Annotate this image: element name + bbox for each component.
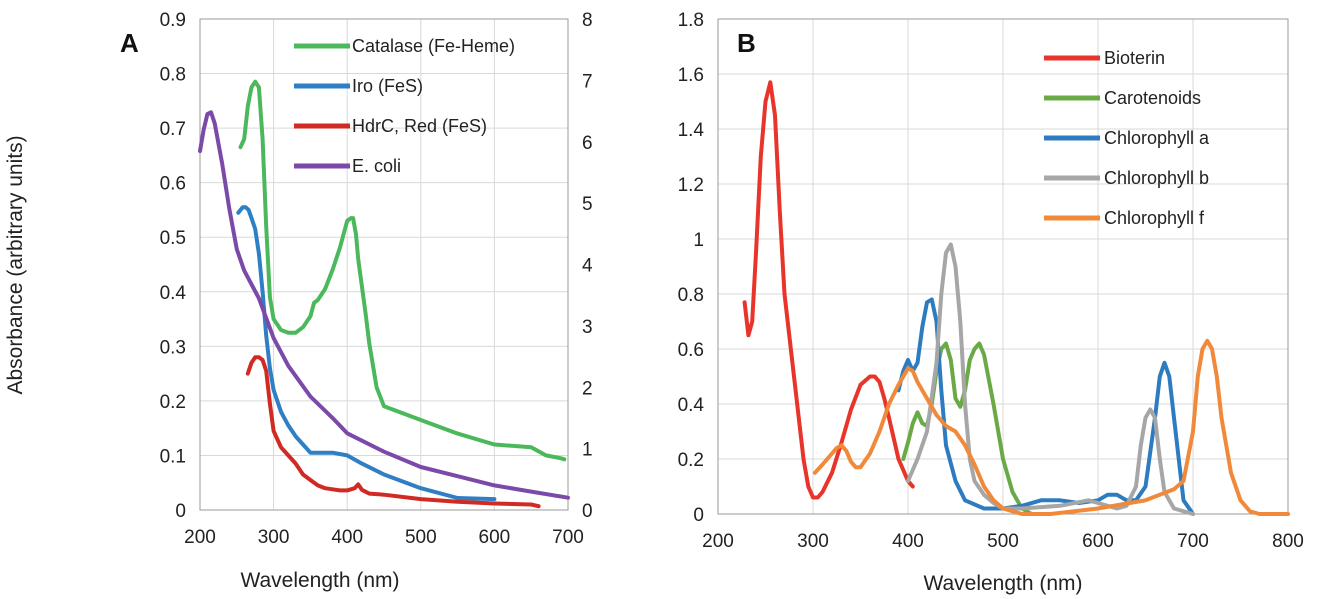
chart-b-legend-label: Chlorophyll b xyxy=(1104,168,1209,188)
chart-a-y-tick-label: 0.4 xyxy=(160,283,187,304)
chart-b-x-tick-label: 200 xyxy=(702,531,734,552)
chart-a-y-tick-label: 0.5 xyxy=(160,228,186,249)
chart-b-legend-label: Chlorophyll a xyxy=(1104,128,1210,148)
chart-a-series-line-0 xyxy=(238,79,567,462)
chart-b-plot-frame xyxy=(717,18,1289,515)
chart-a-series-line-1 xyxy=(236,205,497,502)
chart-a-x-tick-label: 200 xyxy=(184,527,216,548)
chart-a-x-tick-label: 400 xyxy=(331,527,363,548)
chart-a-legend-label: HdrC, Red (FeS) xyxy=(352,116,487,136)
chart-a-y-tick-label: 0.7 xyxy=(160,119,186,140)
chart-b-y-tick-label: 1 xyxy=(693,230,704,251)
chart-b-series-line-2 xyxy=(896,297,1195,516)
chart-b-series-line-4 xyxy=(812,338,1290,516)
chart-a-x-tick-label: 300 xyxy=(258,527,290,548)
chart-a-y-tick-label: 0.2 xyxy=(160,392,186,413)
chart-a-y2-tick-label: 5 xyxy=(582,194,593,215)
chart-a-y-tick-label: 0 xyxy=(175,501,186,522)
chart-b-y-tick-label: 0.4 xyxy=(678,395,705,416)
chart-b-y-tick-label: 1.6 xyxy=(678,65,704,86)
chart-a-y-tick-label: 0.9 xyxy=(160,10,186,31)
chart-b-x-tick-label: 600 xyxy=(1082,531,1114,552)
chart-b-y-tick-label: 0 xyxy=(693,505,704,526)
chart-b-y-tick-label: 0.8 xyxy=(678,285,704,306)
chart-b-series-line-0 xyxy=(742,80,915,500)
chart-a-y-tick-label: 0.6 xyxy=(160,174,186,195)
chart-b: 200 300 400 500 600 700 800 0 0.2 0.4 0.6 0.8 1 1.2 1.… xyxy=(678,10,1304,595)
chart-a-y2-tick-label: 3 xyxy=(582,317,593,338)
chart-a-y2-tick-label: 2 xyxy=(582,378,593,399)
chart-a-x-axis-title: Wavelength (nm) xyxy=(240,569,399,592)
chart-b-x-tick-label: 800 xyxy=(1272,531,1304,552)
chart-a-y-tick-label: 0.1 xyxy=(160,446,186,467)
chart-a-legend-label: E. coli xyxy=(352,156,401,176)
chart-a-y-tick-label: 0.8 xyxy=(160,65,186,86)
chart-b-series-line-3 xyxy=(906,242,1195,516)
chart-a-series-line-2 xyxy=(245,355,541,509)
chart-b-legend-label: Chlorophyll f xyxy=(1104,208,1205,228)
chart-b-panel-label: B xyxy=(737,28,756,58)
chart-a-plot-frame xyxy=(199,18,569,511)
chart-a-panel-label: A xyxy=(120,28,139,58)
chart-a-y2-tick-label: 6 xyxy=(582,133,593,154)
chart-a-x-tick-label: 700 xyxy=(552,527,584,548)
chart-b-y-tick-label: 1.8 xyxy=(678,10,704,31)
chart-b-x-tick-label: 700 xyxy=(1177,531,1209,552)
chart-a-x-tick-label: 500 xyxy=(405,527,437,548)
chart-a-legend-label: Catalase (Fe-Heme) xyxy=(352,36,515,56)
chart-a-legend-label: Iro (FeS) xyxy=(352,76,423,96)
chart-b-legend-label: Carotenoids xyxy=(1104,88,1201,108)
chart-a-y2-tick-label: 7 xyxy=(582,71,593,92)
chart-a-y2-tick-label: 8 xyxy=(582,10,593,31)
chart-a-x-tick-label: 600 xyxy=(479,527,511,548)
chart-b-legend-label: Bioterin xyxy=(1104,48,1165,68)
chart-b-x-axis-title: Wavelength (nm) xyxy=(923,572,1082,595)
chart-a-y-axis-title: Absorbance (arbitrary units) xyxy=(4,135,27,394)
chart-a-series-line-3 xyxy=(198,110,570,500)
chart-b-x-tick-label: 400 xyxy=(892,531,924,552)
chart-a: 200 300 400 500 600 700 0 0.1 0.2 0.3 0.4 0.5 0.6 0.7… xyxy=(4,10,593,592)
chart-a-y2-tick-label: 4 xyxy=(582,256,593,277)
chart-b-series-line-1 xyxy=(901,341,1034,516)
chart-b-x-tick-label: 300 xyxy=(797,531,829,552)
chart-b-y-tick-label: 1.4 xyxy=(678,120,705,141)
chart-b-y-tick-label: 0.6 xyxy=(678,340,704,361)
chart-a-y2-tick-label: 0 xyxy=(582,501,593,522)
chart-b-y-tick-label: 1.2 xyxy=(678,175,704,196)
chart-b-x-tick-label: 500 xyxy=(987,531,1019,552)
chart-a-y-tick-label: 0.3 xyxy=(160,337,186,358)
chart-a-y2-tick-label: 1 xyxy=(582,440,593,461)
chart-b-y-tick-label: 0.2 xyxy=(678,450,704,471)
